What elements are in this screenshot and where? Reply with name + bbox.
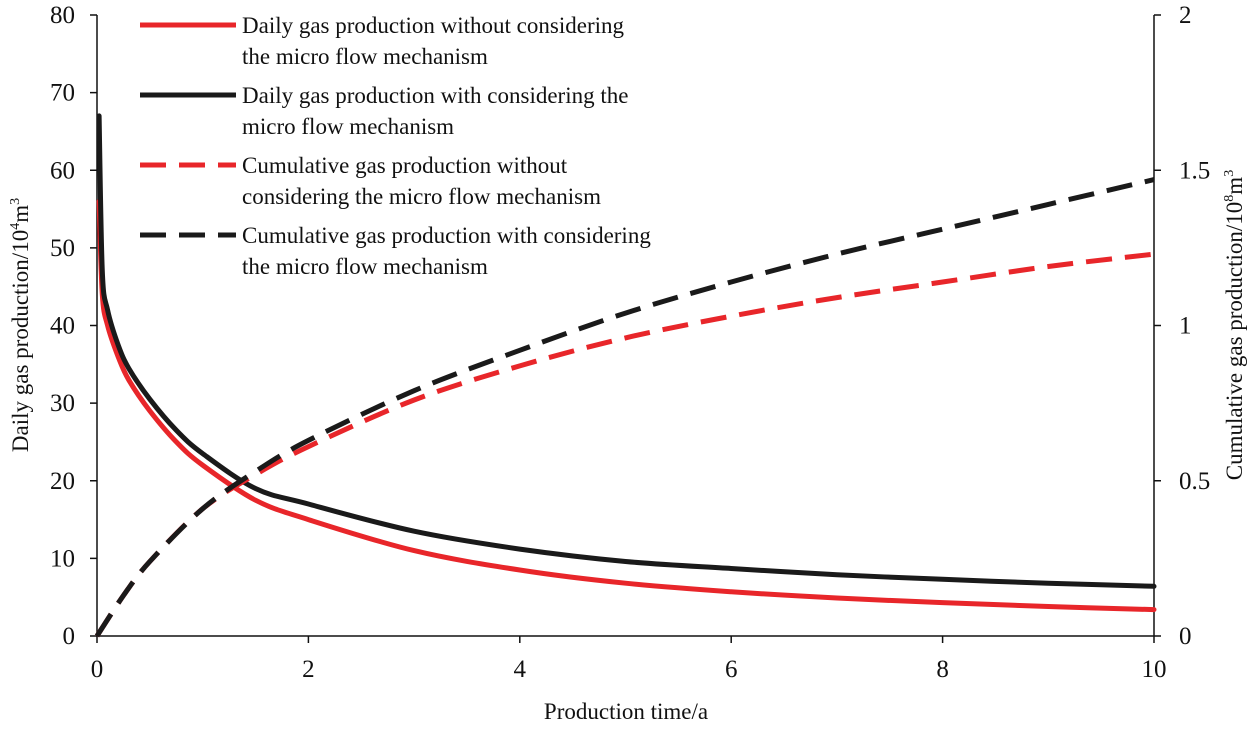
legend-entry-daily-without: Daily gas production without considering… [140,13,624,69]
legend: Daily gas production without considering… [140,13,651,279]
legend-entry-daily-with: Daily gas production with considering th… [140,83,628,139]
x-tick-label: 4 [514,656,527,683]
x-tick-label: 10 [1142,656,1167,683]
y-tick-label: 10 [50,545,75,572]
legend-entry-cumulative-without: Cumulative gas production without conside… [140,153,601,209]
y-axis-title-sup2: 3 [8,198,23,205]
y2-axis-title-prefix: Cumulative gas production/10 [1222,202,1247,481]
legend-label: Cumulative gas production without [242,153,568,178]
y-tick-label: 0 [63,623,76,650]
y-axis-title: Daily gas production/104m3 [8,198,33,452]
legend-label: considering the micro flow mechanism [242,184,601,209]
legend-label: micro flow mechanism [242,114,454,139]
y2-axis-title-sup2: 3 [1222,170,1237,177]
y-tick-label: 30 [50,390,75,417]
y-tick-label: 50 [50,235,75,262]
x-tick-label: 0 [91,656,104,683]
y2-axis-title: Cumulative gas production/108m3 [1222,170,1247,480]
y-tick-label: 70 [50,80,75,107]
series-daily-without-micro-flow [96,198,1157,613]
legend-entry-cumulative-with: Cumulative gas production with consideri… [140,223,651,279]
x-tick-label: 6 [725,656,738,683]
y2-tick-label: 0.5 [1179,468,1210,495]
y-axis-title-sup1: 4 [8,223,23,230]
x-tick-label: 2 [302,656,315,683]
y-axis-title-mid: m [8,205,33,223]
axis-labels-layer: Production time/a Daily gas production/1… [8,170,1247,724]
series-cumulative-with-micro-flow [94,177,1155,638]
legend-label: the micro flow mechanism [242,254,488,279]
series-daily-with-micro-flow [96,113,1157,589]
series-layer [94,113,1157,638]
y-tick-label: 40 [50,313,75,340]
y2-axis-title-sup1: 8 [1222,195,1237,202]
legend-label: Daily gas production without considering [242,13,624,38]
y2-axis-title-mid: m [1222,177,1247,195]
y2-tick-label: 2 [1179,2,1192,29]
x-axis-title: Production time/a [544,699,708,724]
y-tick-label: 60 [50,157,75,184]
legend-label: Daily gas production with considering th… [242,83,628,108]
y2-tick-label: 1.5 [1179,157,1210,184]
y-tick-label: 80 [50,2,75,29]
legend-label: Cumulative gas production with consideri… [242,223,651,248]
y-axis-title-prefix: Daily gas production/10 [8,230,33,452]
x-tick-label: 8 [936,656,949,683]
y-tick-label: 20 [50,468,75,495]
y2-tick-label: 1 [1179,313,1192,340]
y2-tick-label: 0 [1179,623,1192,650]
legend-label: the micro flow mechanism [242,44,488,69]
